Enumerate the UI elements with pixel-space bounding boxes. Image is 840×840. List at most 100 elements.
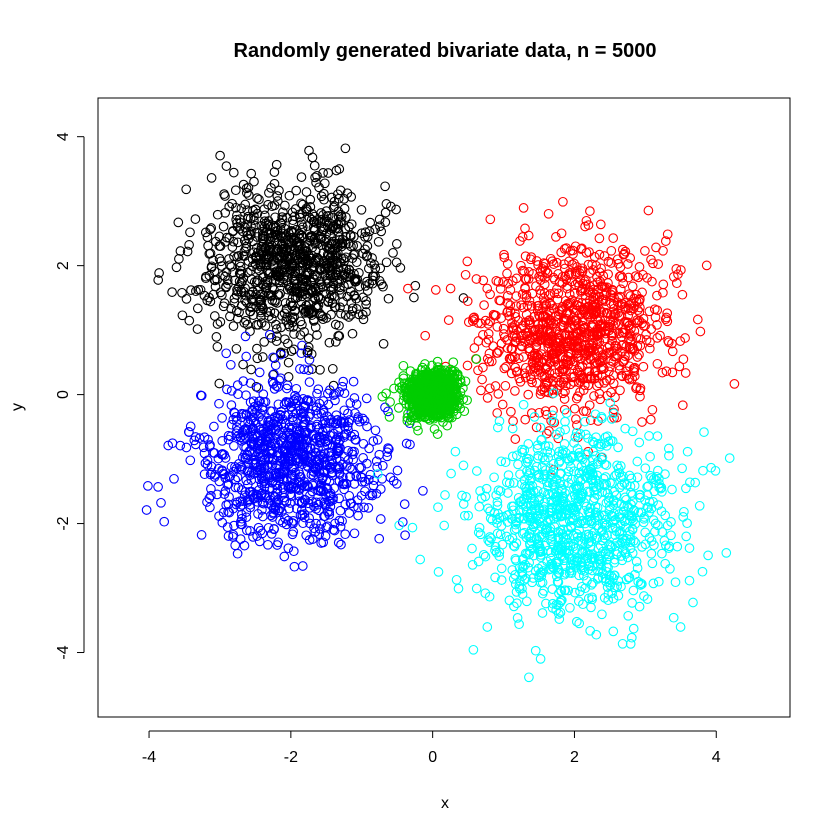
data-point: [226, 261, 237, 272]
data-point: [242, 449, 253, 460]
data-point: [523, 327, 534, 338]
data-point: [688, 597, 698, 608]
data-point: [226, 419, 237, 430]
data-point: [632, 352, 643, 362]
data-point: [181, 442, 192, 453]
data-point: [409, 292, 419, 303]
data-point: [235, 261, 246, 272]
data-point: [272, 196, 283, 206]
data-point: [547, 584, 558, 594]
data-point: [527, 481, 538, 491]
data-point: [236, 509, 247, 520]
data-point: [418, 485, 428, 496]
data-point: [255, 296, 266, 306]
data-point: [246, 436, 257, 447]
data-point: [606, 245, 617, 256]
data-point: [561, 313, 572, 324]
data-point: [275, 515, 285, 526]
data-point: [231, 290, 242, 300]
data-point: [270, 223, 281, 233]
data-point: [305, 518, 315, 529]
data-point: [497, 399, 508, 410]
data-point: [259, 482, 270, 492]
data-point: [511, 301, 522, 311]
data-point: [267, 313, 277, 324]
data-point: [333, 443, 344, 453]
data-point: [504, 353, 515, 364]
data-point: [265, 306, 276, 317]
data-point: [257, 497, 268, 508]
data-point: [313, 384, 324, 395]
data-point: [256, 259, 267, 270]
data-point: [243, 190, 254, 200]
data-point: [209, 421, 219, 432]
data-point: [295, 316, 306, 327]
data-point: [283, 372, 294, 382]
data-point: [264, 187, 274, 198]
data-point: [324, 253, 335, 264]
data-point: [181, 184, 192, 195]
data-point: [653, 259, 664, 269]
data-point: [458, 460, 469, 471]
data-point: [220, 191, 230, 201]
data-point: [512, 613, 523, 623]
data-point: [625, 639, 636, 649]
data-point: [307, 306, 318, 317]
data-point: [460, 269, 471, 280]
data-point: [391, 478, 402, 489]
data-point: [354, 462, 365, 473]
data-point: [524, 267, 534, 277]
data-point: [287, 445, 298, 456]
data-point: [185, 227, 195, 238]
data-point: [690, 477, 701, 488]
data-point: [321, 289, 331, 299]
data-point: [585, 625, 596, 636]
data-point: [520, 414, 531, 425]
data-point: [358, 453, 368, 463]
data-point: [514, 373, 525, 384]
data-point: [601, 460, 612, 471]
data-point: [581, 215, 592, 226]
data-point: [596, 295, 607, 305]
data-point: [297, 479, 308, 490]
data-point: [680, 368, 691, 378]
data-point: [592, 381, 602, 391]
data-point: [318, 188, 329, 199]
plot-frame: [97, 97, 791, 718]
data-point: [324, 385, 335, 395]
data-point: [556, 228, 567, 239]
data-point: [334, 387, 345, 397]
data-point: [235, 496, 246, 506]
data-point: [354, 309, 364, 320]
data-point: [226, 303, 236, 314]
data-point: [469, 343, 480, 353]
data-point: [346, 431, 356, 442]
data-point: [307, 496, 317, 507]
data-point: [537, 608, 548, 618]
data-point: [268, 378, 279, 389]
data-point: [293, 447, 304, 457]
data-point: [380, 207, 391, 218]
data-point: [289, 561, 300, 572]
data-point: [225, 471, 236, 481]
data-point: [319, 194, 329, 205]
data-point: [255, 448, 265, 459]
data-point: [534, 310, 544, 321]
data-point: [532, 352, 543, 363]
data-point: [324, 218, 335, 228]
data-point: [627, 426, 638, 437]
data-point: [633, 305, 643, 315]
data-point: [253, 522, 264, 533]
data-point: [597, 609, 607, 620]
data-point: [661, 312, 672, 323]
data-point: [219, 189, 229, 199]
data-point: [244, 289, 255, 300]
data-point: [645, 414, 656, 425]
data-point: [242, 267, 253, 278]
data-point: [498, 323, 509, 334]
data-point: [640, 246, 650, 256]
data-point: [295, 212, 305, 223]
data-point: [516, 300, 526, 311]
data-point: [694, 500, 705, 511]
data-point: [256, 221, 267, 231]
